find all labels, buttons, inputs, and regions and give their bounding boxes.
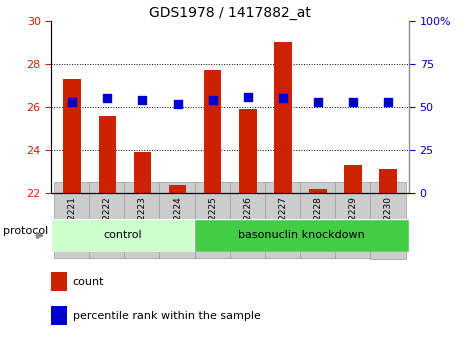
Bar <box>51 272 67 291</box>
Point <box>244 94 252 99</box>
Bar <box>63 79 81 193</box>
Bar <box>99 116 116 193</box>
Bar <box>379 169 397 193</box>
Bar <box>51 306 67 325</box>
Point <box>385 99 392 105</box>
Text: percentile rank within the sample: percentile rank within the sample <box>73 311 260 321</box>
Bar <box>204 70 221 193</box>
Bar <box>169 185 186 193</box>
Bar <box>133 152 151 193</box>
Point <box>349 99 357 105</box>
Point <box>139 97 146 103</box>
Bar <box>309 189 327 193</box>
Point <box>279 96 286 101</box>
Point <box>314 99 322 105</box>
Point <box>209 97 216 103</box>
Bar <box>239 109 257 193</box>
Text: basonuclin knockdown: basonuclin knockdown <box>239 230 365 240</box>
Title: GDS1978 / 1417882_at: GDS1978 / 1417882_at <box>149 6 311 20</box>
FancyBboxPatch shape <box>51 219 194 252</box>
Text: count: count <box>73 277 104 287</box>
Point <box>68 99 76 105</box>
Bar <box>344 165 362 193</box>
Text: control: control <box>103 230 142 240</box>
Text: protocol: protocol <box>3 226 48 236</box>
FancyBboxPatch shape <box>194 219 409 252</box>
Point <box>174 101 181 106</box>
Point <box>104 96 111 101</box>
Bar <box>274 42 292 193</box>
